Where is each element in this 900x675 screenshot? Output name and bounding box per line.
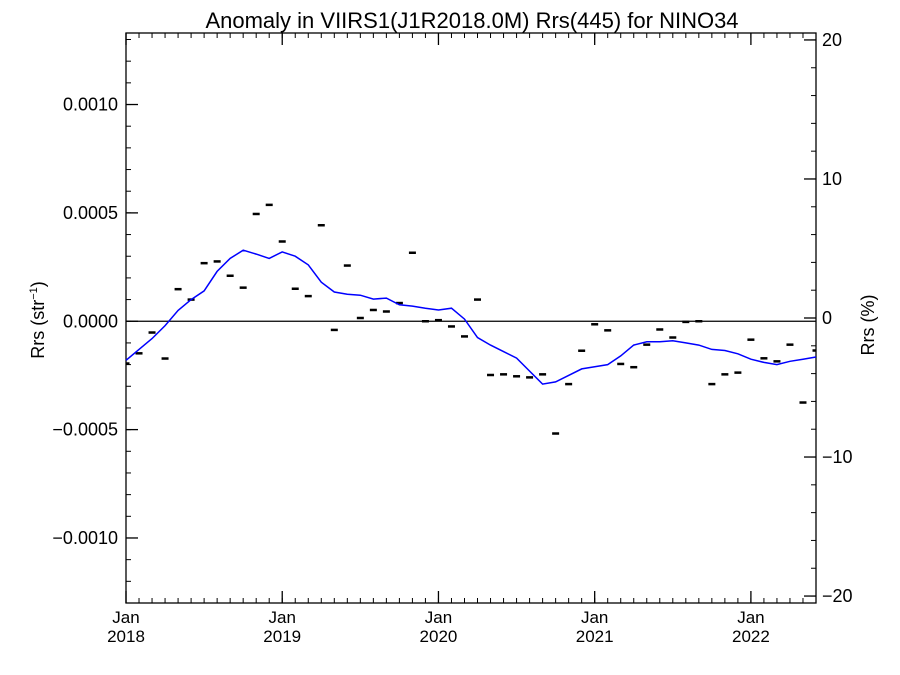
- y-axis-right-label: Rrs (%): [858, 295, 878, 356]
- x-tick-label-month: Jan: [269, 608, 296, 627]
- x-tick-label-month: Jan: [737, 608, 764, 627]
- y-left-tick-label: −0.0005: [52, 420, 118, 440]
- y-right-tick-label: 0: [822, 308, 832, 328]
- y-axis-right: 20 10 0 −10 −20: [804, 30, 853, 606]
- y-right-tick-label: −10: [822, 447, 853, 467]
- x-tick-label-month: Jan: [112, 608, 139, 627]
- y-right-tick-label: 10: [822, 169, 842, 189]
- y-left-tick-label: 0.0000: [63, 311, 118, 331]
- x-tick-label-year: 2022: [732, 627, 770, 646]
- smoothed-anomaly-line: [125, 249, 817, 385]
- x-tick-label-year: 2021: [576, 627, 614, 646]
- x-tick-label-month: Jan: [425, 608, 452, 627]
- y-left-tick-label: −0.0010: [52, 528, 118, 548]
- x-tick-label-month: Jan: [581, 608, 608, 627]
- y-left-tick-label: 0.0005: [63, 203, 118, 223]
- y-axis-left: 0.0010 0.0005 0.0000 −0.0005 −0.0010: [52, 95, 138, 548]
- y-axis-left-label: Rrs (str−1): [28, 281, 48, 359]
- plot-border: [125, 32, 817, 604]
- x-tick-label-year: 2019: [263, 627, 301, 646]
- y-left-tick-label: 0.0010: [63, 95, 118, 115]
- y-right-tick-label: −20: [822, 586, 853, 606]
- series-marks: [125, 203, 817, 435]
- x-tick-label-year: 2020: [420, 627, 458, 646]
- plot-frame: [125, 32, 817, 604]
- y-right-tick-label: 20: [822, 30, 842, 50]
- chart-title: Anomaly in VIIRS1(J1R2018.0M) Rrs(445) f…: [205, 8, 738, 33]
- minor-ticks: [125, 33, 817, 603]
- x-tick-label-year: 2018: [107, 627, 145, 646]
